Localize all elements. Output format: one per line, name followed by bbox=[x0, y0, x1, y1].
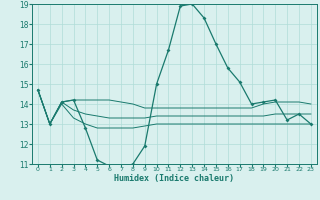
X-axis label: Humidex (Indice chaleur): Humidex (Indice chaleur) bbox=[115, 174, 234, 183]
